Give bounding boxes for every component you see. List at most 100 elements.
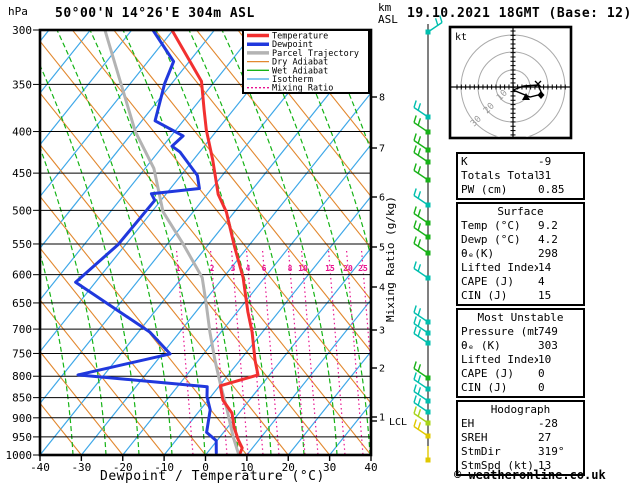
wind-barb (413, 384, 431, 404)
stats-label: SREH (461, 431, 488, 444)
stats-value: 749 (538, 325, 558, 338)
legend-label: Parcel Trajectory (272, 49, 359, 59)
stats-value: 319° (538, 445, 565, 458)
wind-barb (425, 446, 431, 463)
stats-row: CIN (J) 15 (461, 289, 580, 303)
wind-barb (413, 100, 431, 120)
pressure-tick-label: 700 (12, 323, 32, 336)
stats-row: Totals Totals31 (461, 169, 580, 183)
legend-label: Mixing Ratio (272, 84, 333, 94)
altitude-tick-label: 4 (379, 283, 385, 294)
stats-label: Lifted Index (461, 353, 538, 366)
wind-barb (413, 261, 431, 281)
stats-label: CAPE (J) (461, 275, 514, 288)
mixing-ratio-label: 6 (262, 264, 267, 273)
stats-row: EH -28 (461, 417, 580, 431)
stats-label: Temp (°C) (461, 219, 521, 232)
wind-barb (413, 236, 431, 256)
altitude-tick-label: 1 (379, 413, 385, 424)
datetime-title: 19.10.2021 18GMT (Base: 12) (407, 6, 629, 21)
stats-value: 31 (538, 169, 552, 182)
station-title: 50°00'N 14°26'E 304m ASL (55, 6, 255, 21)
stats-row: Lifted Index 14 (461, 261, 580, 275)
temperature-axis: -40 -30 -20 -10 0 10 20 30 40 (30, 455, 378, 474)
stats-value: 15 (538, 289, 552, 302)
pressure-tick-label: 950 (12, 431, 32, 444)
stats-value: 9.2 (538, 219, 558, 232)
temperature-tick-label: 20 (282, 461, 295, 474)
stats-row: K -9 (461, 155, 580, 169)
legend-label: Dry Adiabat (272, 58, 328, 68)
pressure-tick-label: 400 (12, 126, 32, 139)
stats-label: CIN (J) (461, 381, 508, 394)
wind-barb (413, 326, 431, 346)
stats-row: CIN (J) 0 (461, 381, 580, 395)
temperature-tick-label: -40 (30, 461, 50, 474)
temperature-tick-label: -20 (113, 461, 133, 474)
mixing-ratio-label: 20 (343, 264, 353, 273)
wind-barb (413, 361, 431, 381)
altitude-tick-label: 3 (379, 326, 385, 337)
stats-value: 0 (538, 367, 545, 380)
wind-barb (425, 15, 443, 35)
wind-barb-column (413, 15, 443, 463)
mixing-ratio-label: 1 (176, 264, 181, 273)
mixing-ratio-label: 15 (325, 264, 335, 273)
stats-box-title: Surface (497, 205, 544, 218)
legend-label: Temperature (272, 32, 328, 42)
stats-value: 303 (538, 339, 558, 352)
stats-label: PW (cm) (461, 183, 508, 196)
stats-label: Lifted Index (461, 261, 538, 274)
lcl-label: LCL (389, 417, 407, 428)
legend-label: Wet Adiabat (272, 66, 328, 76)
mixing-ratio-labels: 1 2 3 4 6 8 10 15 20 25 (176, 264, 368, 273)
wind-barb (413, 115, 431, 135)
stats-row: StmDir 319° (461, 445, 580, 459)
stats-row: θₑ (K) 303 (461, 339, 580, 353)
altitude-tick-label: 8 (379, 93, 385, 104)
wind-barb (413, 419, 431, 439)
stats-label: CIN (J) (461, 289, 508, 302)
wind-barb (413, 163, 431, 183)
stats-value: 27 (538, 431, 552, 444)
temperature-tick-label: -30 (71, 461, 91, 474)
stats-row: θₑ(K) 298 (461, 247, 580, 261)
altitude-tick-label: 6 (379, 193, 385, 204)
pressure-tick-label: 800 (12, 370, 32, 383)
stats-row: PW (cm) 0.85 (461, 183, 580, 197)
parcel-trajectory-curve (103, 30, 240, 455)
copyright: © weatheronline.co.uk (454, 468, 606, 482)
temperature-tick-label: 30 (323, 461, 336, 474)
stats-row: CAPE (J) 0 (461, 367, 580, 381)
pressure-tick-label: 900 (12, 412, 32, 425)
stats-value: 14 (538, 261, 552, 274)
pressure-tick-label: 300 (12, 24, 32, 37)
stats-label: EH (461, 417, 475, 430)
legend-label: Dewpoint (272, 40, 313, 50)
temperature-tick-label: 10 (240, 461, 253, 474)
pressure-tick-label: 450 (12, 167, 32, 180)
temperature-curve (170, 30, 260, 455)
mixing-ratio-label: 10 (298, 264, 308, 273)
pressure-tick-label: 600 (12, 269, 32, 282)
stats-row: Temp (°C) 9.2 (461, 219, 580, 233)
stats-label: K (461, 155, 468, 168)
mixing-ratio-label: 4 (246, 264, 251, 273)
stats-row: SREH 27 (461, 431, 580, 445)
pressure-tick-label: 1000 (6, 449, 33, 462)
stats-label: StmSpd (kt) (461, 459, 534, 472)
stats-label: CAPE (J) (461, 367, 514, 380)
x-axis-title: Dewpoint / Temperature (°C) (100, 469, 325, 484)
wind-barb (413, 305, 431, 325)
storm-marker-diamond (537, 91, 545, 99)
pressure-tick-label: 550 (12, 238, 32, 251)
stats-value: -9 (538, 155, 552, 168)
mixing-ratio-label: 8 (288, 264, 293, 273)
stats-value: 0.85 (538, 183, 565, 196)
stats-box-surface: Surface Temp (°C) 9.2 Dewp (°C) 4.2 θₑ(K) 298 L… (456, 202, 585, 306)
stats-box-title: Most Unstable (477, 311, 564, 324)
